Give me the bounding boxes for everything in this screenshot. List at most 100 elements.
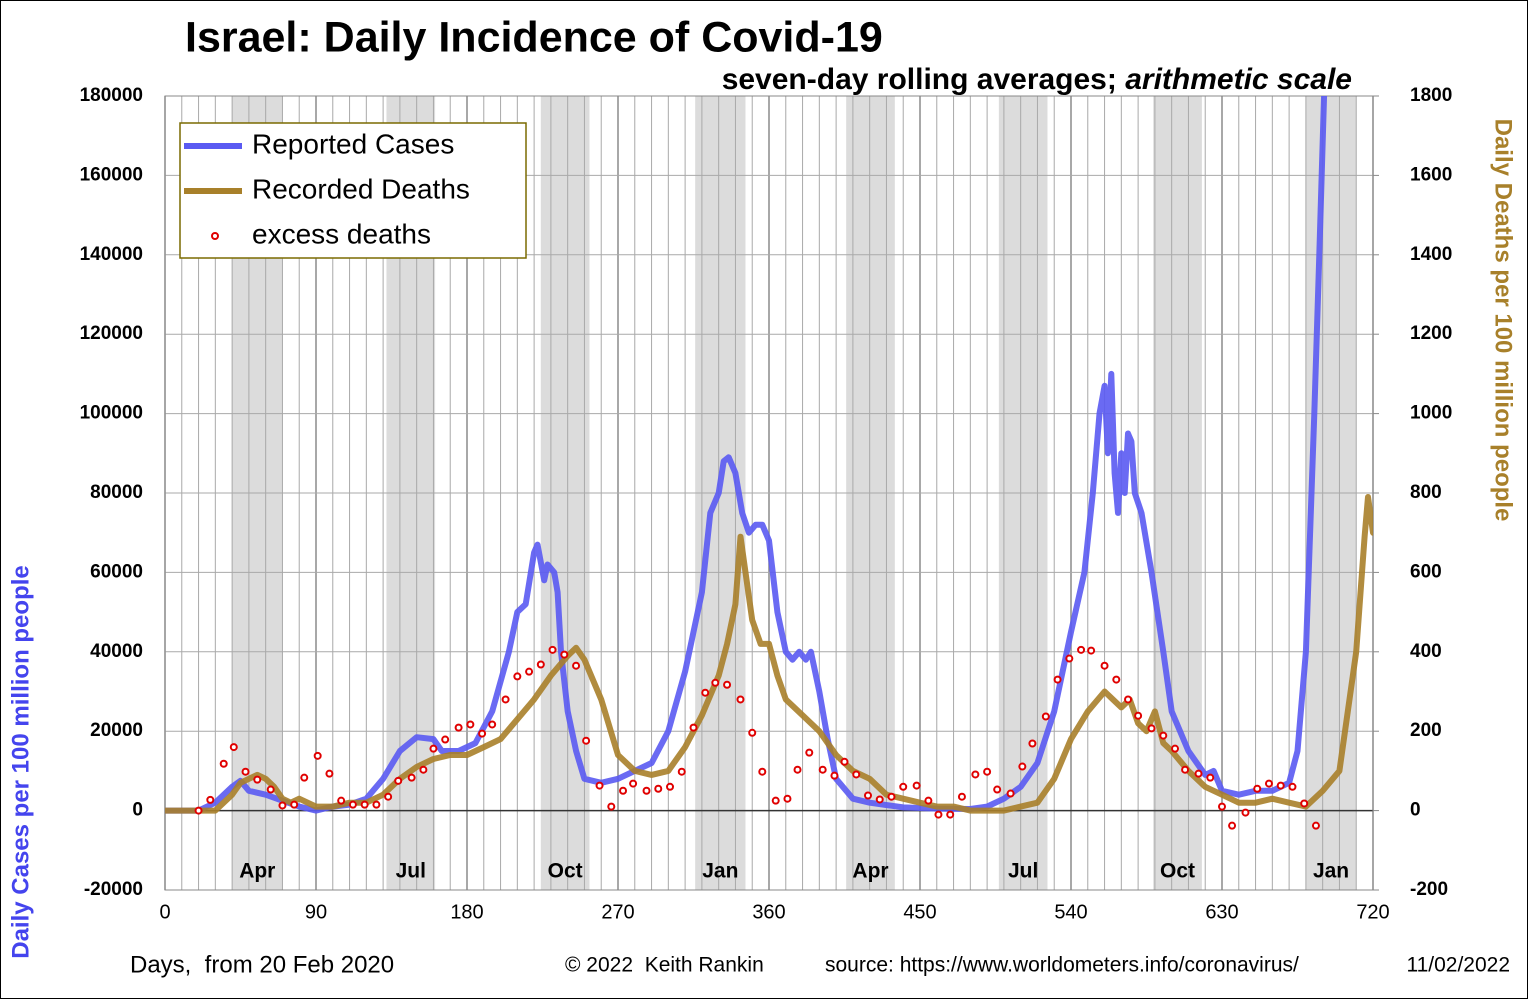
excess-death-marker: [689, 723, 698, 732]
excess-death-marker: [840, 757, 849, 766]
excess-death-marker: [875, 795, 884, 804]
y2-tick-label: 1400: [1410, 244, 1452, 265]
band-label: Jul: [1008, 860, 1038, 883]
x-tick-label: 450: [903, 901, 936, 923]
legend: Reported Cases Recorded Deaths excess deat…: [179, 122, 527, 259]
excess-death-marker: [572, 661, 581, 670]
excess-death-marker: [360, 800, 369, 809]
excess-death-marker: [372, 800, 381, 809]
excess-death-marker: [419, 765, 428, 774]
excess-death-marker: [1159, 731, 1168, 740]
excess-death-marker: [1018, 762, 1027, 771]
excess-death-marker: [736, 695, 745, 704]
y2-tick-label: 800: [1410, 482, 1442, 503]
band-label: Oct: [1160, 860, 1195, 883]
y-tick-label: 120000: [80, 323, 143, 344]
excess-death-marker: [337, 796, 346, 805]
x-tick-label: 720: [1356, 901, 1389, 923]
excess-death-marker: [1300, 799, 1309, 808]
excess-death-marker: [934, 810, 943, 819]
band-label: Apr: [239, 860, 275, 883]
excess-death-marker: [536, 660, 545, 669]
subtitle-part: seven-day rolling averages;: [722, 63, 1126, 96]
excess-death-marker: [1228, 821, 1237, 830]
excess-death-marker: [278, 801, 287, 810]
excess-death-marker: [654, 784, 663, 793]
y-tick-label: -20000: [84, 879, 143, 900]
excess-death-marker: [983, 767, 992, 776]
excess-death-marker: [560, 650, 569, 659]
labels: Apr Jul Oct Jan Apr Jul Oct Jan 0 90 180 270 360 450 5…: [80, 85, 1453, 923]
x-tick-label: 90: [305, 901, 327, 923]
band-label: Jul: [396, 860, 426, 883]
excess-death-marker: [1264, 779, 1273, 788]
excess-death-marker: [1218, 802, 1226, 811]
excess-death-marker: [629, 779, 638, 788]
x-tick-label: 540: [1054, 901, 1087, 923]
band-label: Oct: [548, 860, 583, 883]
excess-death-marker: [1171, 744, 1180, 753]
excess-death-marker: [466, 720, 475, 729]
excess-death-marker: [1194, 769, 1203, 778]
excess-death-marker: [1276, 781, 1285, 790]
excess-death-marker: [229, 743, 238, 752]
excess-death-marker: [711, 678, 720, 687]
y-tick-label: 80000: [90, 482, 143, 503]
excess-death-marker: [206, 795, 215, 804]
y2-tick-label: 400: [1410, 641, 1442, 662]
legend-swatch: [211, 232, 219, 240]
credit: © 2022 Keith Rankin: [565, 954, 764, 977]
excess-death-marker: [1311, 821, 1320, 830]
excess-death-marker: [619, 786, 628, 795]
y-tick-label: 100000: [80, 403, 143, 424]
excess-death-marker: [1181, 765, 1190, 774]
excess-death-marker: [313, 751, 322, 760]
excess-death-marker: [1100, 661, 1109, 670]
excess-death-marker: [1253, 784, 1262, 793]
excess-death-marker: [1041, 712, 1050, 721]
grid: [164, 95, 1379, 891]
excess-death-marker: [830, 771, 839, 780]
date: 11/02/2022: [1406, 954, 1510, 977]
excess-death-marker: [194, 806, 203, 815]
x-tick-label: 180: [450, 901, 483, 923]
excess-death-marker: [863, 791, 872, 800]
excess-death-marker: [783, 794, 792, 803]
x-tick-label: 630: [1205, 901, 1238, 923]
excess-death-marker: [748, 728, 757, 737]
excess-death-marker: [488, 720, 497, 729]
excess-death-marker: [1124, 695, 1133, 704]
excess-death-marker: [852, 770, 861, 779]
excess-death-marker: [899, 782, 908, 791]
excess-death-marker: [394, 776, 403, 785]
excess-death-marker: [478, 729, 487, 738]
y2-tick-label: 1800: [1410, 85, 1452, 106]
excess-death-marker: [384, 792, 393, 801]
plot: [165, 96, 1373, 830]
y-tick-label: 40000: [90, 641, 143, 662]
excess-death-marker: [1077, 645, 1086, 654]
excess-death-marker: [993, 785, 1002, 794]
excess-death-marker: [454, 723, 463, 732]
excess-death-marker: [758, 767, 767, 776]
legend-label: Reported Cases: [252, 128, 454, 159]
excess-death-marker: [501, 695, 510, 704]
y2-tick-label: 600: [1410, 561, 1442, 582]
y-tick-label: 160000: [80, 164, 143, 185]
subtitle-part: arithmetic scale: [1125, 63, 1352, 96]
y-tick-label: 60000: [90, 561, 143, 582]
x-tick-label: 0: [159, 901, 170, 923]
excess-death-marker: [946, 810, 955, 819]
excess-death-marker: [1053, 675, 1062, 684]
y2-axis-label: Daily Deaths per 100 million people: [1490, 119, 1517, 522]
excess-death-marker: [1134, 711, 1143, 720]
y2-tick-label: 1600: [1410, 164, 1452, 185]
y-axis-label: Daily Cases per 100 million people: [7, 565, 34, 959]
x-tick-label: 270: [601, 901, 634, 923]
y2-tick-label: 1200: [1410, 323, 1452, 344]
excess-death-marker: [1112, 675, 1121, 684]
excess-death-marker: [1087, 646, 1096, 655]
excess-death-marker: [441, 735, 450, 744]
band-label: Jan: [702, 860, 738, 883]
y-tick-label: 140000: [80, 244, 143, 265]
